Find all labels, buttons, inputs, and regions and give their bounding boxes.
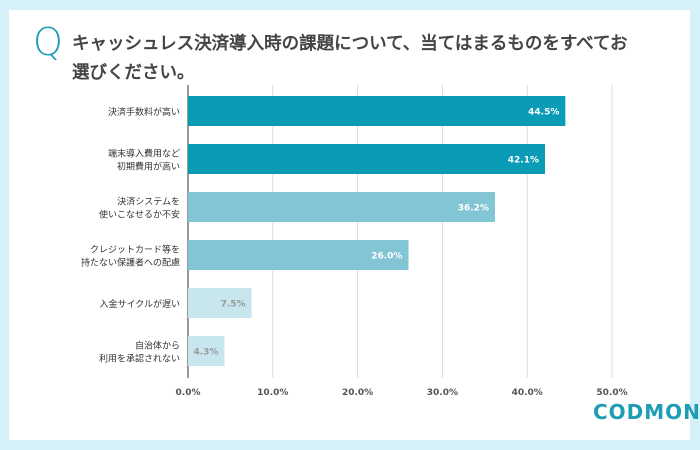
- bar: [188, 96, 566, 126]
- tick-label: 50.0%: [596, 388, 627, 398]
- category-label: 入金サイクルが遅い: [99, 298, 180, 310]
- category-label: 使いこなせるか不安: [99, 209, 180, 221]
- tick-label: 20.0%: [342, 388, 373, 398]
- data-label: 42.1%: [508, 156, 539, 166]
- tick-label: 0.0%: [176, 388, 201, 398]
- bar: [188, 336, 225, 366]
- tick-label: 30.0%: [427, 388, 458, 398]
- bar: [188, 288, 252, 318]
- category-label: 端末導入費用など: [108, 148, 180, 160]
- tick-label: 40.0%: [512, 388, 543, 398]
- data-label: 26.0%: [371, 252, 402, 262]
- bar: [188, 144, 546, 174]
- chart-title: キャッシュレス決済導入時の課題について、当てはまるものをすべてお選びください。: [72, 34, 628, 83]
- data-label: 36.2%: [458, 204, 489, 214]
- data-label: 44.5%: [528, 108, 559, 118]
- category-label: 自治体から: [135, 340, 180, 352]
- bar: [188, 192, 495, 222]
- category-label: 決済手数料が高い: [108, 106, 180, 118]
- codmon-logo: CODMON: [593, 400, 700, 424]
- data-label: 4.3%: [193, 348, 218, 358]
- category-label: 初期費用が高い: [117, 161, 180, 173]
- card: [9, 10, 690, 440]
- data-label: 7.5%: [221, 300, 246, 310]
- tick-label: 10.0%: [257, 388, 288, 398]
- category-label: 利用を承認されない: [99, 353, 180, 365]
- category-label: 持たない保護者への配慮: [81, 257, 180, 269]
- question-mark: Q: [33, 20, 63, 64]
- bar: [188, 240, 409, 270]
- category-label: 決済システムを: [117, 196, 180, 208]
- category-label: クレジットカード等を: [90, 244, 180, 256]
